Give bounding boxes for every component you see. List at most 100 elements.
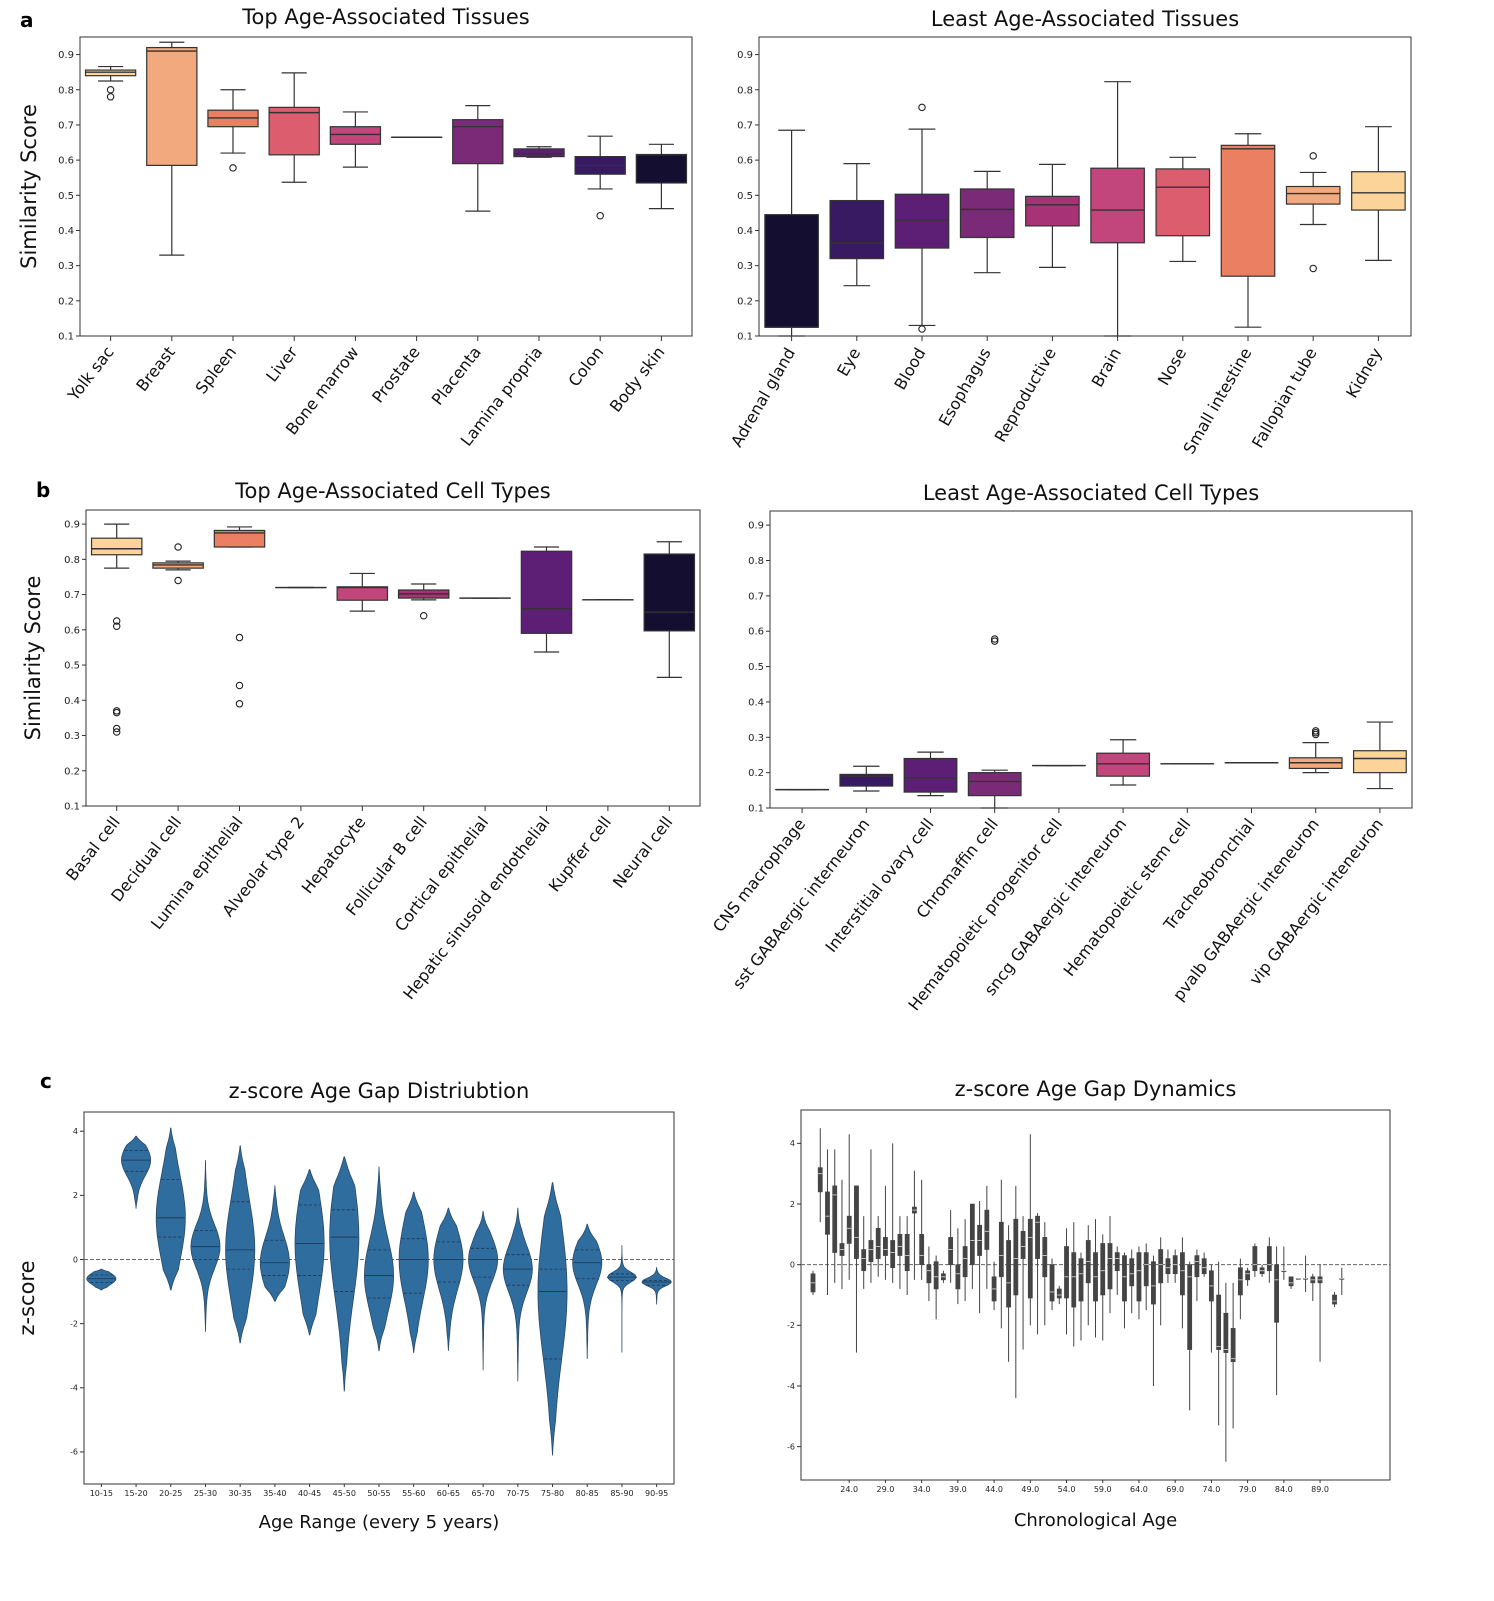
outlier-point — [112, 724, 121, 733]
y-tick-label: 0.8 — [737, 85, 753, 96]
box-bone-marrow — [329, 126, 382, 145]
category-label: Colon — [564, 343, 607, 390]
age-box — [883, 1237, 888, 1256]
violin-20-25 — [155, 1127, 186, 1291]
age-box — [1013, 1218, 1019, 1296]
age-box — [832, 1185, 838, 1253]
chart-title: z-score Age Gap Dynamics — [955, 1077, 1237, 1101]
box-sst-gabaergic-interneuron — [839, 773, 894, 787]
age-box — [969, 1203, 975, 1265]
box-lumina-epithelial — [213, 529, 266, 548]
x-tick-label: 29.0 — [877, 1485, 895, 1494]
age-box — [1165, 1258, 1171, 1275]
violin-40-45 — [294, 1169, 325, 1336]
y-tick-label: 0.4 — [64, 696, 80, 707]
age-box — [1064, 1246, 1069, 1299]
y-tick-label: 4 — [73, 1127, 78, 1136]
violin-80-85 — [572, 1223, 603, 1359]
category-label: Small intestine — [1179, 345, 1255, 458]
box-sncg-gabaergic-inteneuron — [1096, 752, 1151, 777]
age-box — [984, 1209, 990, 1250]
outlier-point — [174, 576, 182, 585]
category-label: 25-30 — [194, 1489, 217, 1498]
y-tick-label: -2 — [70, 1319, 78, 1328]
y-tick-label: 0.9 — [737, 50, 753, 61]
box-body-skin — [635, 153, 688, 184]
category-label: 75-80 — [541, 1489, 564, 1498]
category-label: 55-60 — [402, 1489, 425, 1498]
category-label: Adrenal gland — [727, 345, 799, 451]
age-box — [926, 1264, 932, 1284]
category-label: Liver — [262, 342, 301, 385]
outlier-point — [106, 93, 115, 101]
category-label: 45-50 — [333, 1489, 356, 1498]
age-box — [1035, 1215, 1040, 1259]
violin-90-95 — [641, 1267, 672, 1305]
x-tick-label: 39.0 — [949, 1485, 967, 1494]
y-tick-label: -6 — [787, 1442, 795, 1451]
box-vip-gabaergic-inteneuron — [1352, 750, 1407, 774]
category-label: Neural cell — [609, 813, 677, 892]
y-axis-label: Similarity Score — [17, 104, 41, 269]
y-tick-label: 0.4 — [58, 226, 74, 237]
x-tick-label: 69.0 — [1166, 1485, 1184, 1494]
age-box — [890, 1240, 896, 1269]
y-tick-label: 0.5 — [58, 191, 74, 202]
box-chromaffin-cell — [967, 772, 1022, 797]
category-label: 70-75 — [506, 1489, 529, 1498]
box-adrenal-gland — [764, 214, 819, 328]
age-box — [933, 1261, 939, 1290]
category-label: Breast — [132, 343, 179, 395]
category-label: Esophagus — [935, 344, 995, 429]
category-label: 80-85 — [576, 1489, 599, 1498]
y-tick-label: 0.7 — [748, 591, 764, 602]
box-blood — [894, 193, 950, 249]
box-hepatic-sinusoid-endothelial — [520, 550, 573, 634]
category-label: Nose — [1154, 345, 1190, 389]
x-tick-label: 59.0 — [1094, 1485, 1112, 1494]
y-tick-label: -4 — [787, 1382, 795, 1391]
x-tick-label: 34.0 — [913, 1485, 931, 1494]
box-small-intestine — [1220, 144, 1276, 277]
panel-label-b: b — [36, 478, 50, 502]
y-tick-label: 0.8 — [64, 555, 80, 566]
age-box — [904, 1234, 910, 1272]
category-label: 85-90 — [610, 1489, 633, 1498]
box-lamina-propria — [513, 148, 565, 158]
age-box — [846, 1215, 852, 1244]
box-brain — [1090, 167, 1145, 244]
age-box — [1136, 1252, 1142, 1302]
age-box — [1143, 1252, 1149, 1287]
age-box — [817, 1167, 823, 1193]
age-box — [1274, 1264, 1279, 1323]
age-box — [1180, 1252, 1185, 1296]
outlier-point — [1309, 264, 1317, 273]
outlier-point — [235, 681, 244, 690]
x-tick-label: 74.0 — [1202, 1485, 1220, 1494]
outlier-point — [990, 635, 999, 643]
violin-60-65 — [433, 1207, 464, 1351]
y-axis-label: z-score — [15, 1260, 39, 1335]
age-box — [1071, 1252, 1077, 1308]
y-tick-label: 0.3 — [737, 261, 753, 272]
category-label: Interstitial ovary cell — [821, 815, 937, 956]
y-tick-label: -6 — [70, 1448, 78, 1457]
category-label: Hematopoietic stem cell — [1060, 815, 1195, 980]
x-tick-label: 49.0 — [1021, 1485, 1039, 1494]
y-tick-label: 0.8 — [58, 85, 74, 96]
age-box — [1237, 1267, 1243, 1296]
box-fallopian-tube — [1285, 185, 1341, 205]
category-label: 60-65 — [437, 1489, 460, 1498]
outlier-point — [596, 211, 604, 220]
y-tick-label: -4 — [70, 1384, 78, 1393]
box-esophagus — [959, 188, 1015, 239]
category-label: 15-20 — [124, 1489, 147, 1498]
chart-title: z-score Age Gap Distriubtion — [229, 1079, 530, 1103]
age-box — [1122, 1255, 1127, 1302]
violin-70-75 — [502, 1207, 533, 1382]
outlier-point — [174, 543, 182, 551]
category-label: Placenta — [428, 343, 485, 409]
panel-label-c: c — [40, 1069, 52, 1093]
category-label: 35-40 — [263, 1489, 286, 1498]
